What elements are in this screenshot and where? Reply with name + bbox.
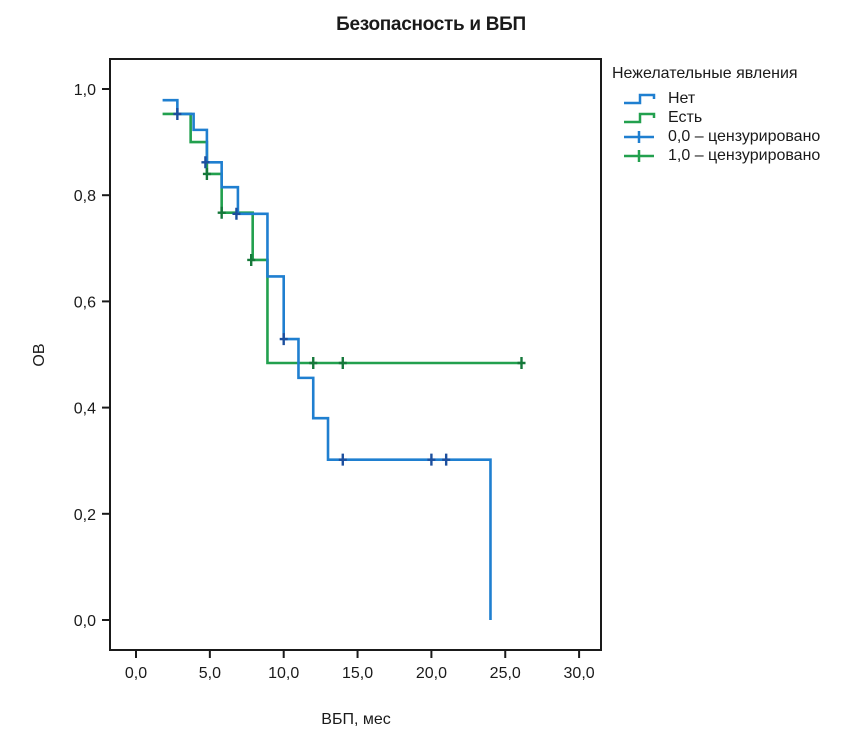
x-axis-title: ВБП, мес [321, 711, 390, 728]
legend-item-censored-0: 0,0 – цензурировано [612, 127, 820, 146]
legend-item-est: Есть [612, 108, 820, 127]
x-axis: 0,0 5,0 10,0 15,0 20,0 25,0 30,0 [125, 650, 595, 682]
y-tick-label: 0,4 [74, 401, 96, 418]
y-tick-label: 0,6 [74, 294, 96, 311]
legend-label: Есть [668, 109, 703, 126]
censor-mark-icon [624, 149, 654, 162]
step-line-icon [624, 93, 656, 104]
censor-mark [309, 356, 318, 369]
censor-mark [338, 453, 347, 466]
y-axis: 0,0 0,2 0,4 0,6 0,8 1,0 [74, 82, 110, 630]
x-tick-label: 5,0 [199, 665, 221, 682]
legend-item-censored-1: 1,0 – цензурировано [612, 146, 820, 165]
chart-title: Безопасность и ВБП [336, 14, 526, 35]
censor-mark [173, 107, 182, 120]
x-tick-label: 15,0 [342, 665, 373, 682]
legend-label: 0,0 – цензурировано [668, 128, 821, 145]
y-axis-title: ОВ [31, 343, 48, 366]
censor-mark-icon [624, 130, 654, 143]
censor-mark [427, 453, 436, 466]
survival-curves [162, 98, 526, 620]
x-tick-label: 30,0 [564, 665, 595, 682]
curve-est [162, 112, 522, 365]
censor-mark [217, 206, 226, 219]
plot-frame [109, 58, 602, 651]
curve-net [162, 98, 492, 620]
y-tick-label: 1,0 [74, 82, 96, 99]
y-tick-label: 0,8 [74, 188, 96, 205]
censor-mark [202, 167, 211, 180]
legend-item-net: Нет [612, 89, 820, 108]
step-line-icon [624, 112, 656, 123]
legend: Нежелательные явления Нет Есть 0,0 – цен… [612, 64, 820, 165]
censor-mark [279, 333, 288, 346]
y-tick-label: 0,0 [74, 613, 96, 630]
censor-mark [442, 453, 451, 466]
x-tick-label: 0,0 [125, 665, 147, 682]
x-tick-label: 25,0 [490, 665, 521, 682]
censor-mark [247, 253, 256, 266]
censor-mark [201, 156, 210, 169]
y-tick-label: 0,2 [74, 507, 96, 524]
censor-mark [232, 207, 241, 220]
legend-label: Нет [668, 90, 696, 107]
legend-title: Нежелательные явления [612, 65, 798, 82]
censor-mark [338, 356, 347, 369]
censor-mark [517, 356, 526, 369]
x-tick-label: 10,0 [268, 665, 299, 682]
x-tick-label: 20,0 [416, 665, 447, 682]
legend-label: 1,0 – цензурировано [668, 147, 821, 164]
